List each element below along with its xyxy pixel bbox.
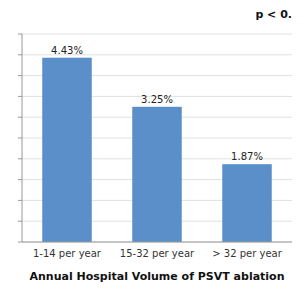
data-label: 3.25%: [141, 94, 173, 105]
y-tick: [18, 117, 22, 118]
y-tick: [18, 138, 22, 139]
y-tick: [18, 242, 22, 243]
x-tick-label: 1-14 per year: [33, 248, 102, 259]
grid: [18, 34, 292, 242]
x-tick-label: 15-32 per year: [120, 248, 195, 259]
y-tick: [18, 96, 22, 97]
bars: [42, 58, 272, 242]
x-axis: [22, 242, 292, 243]
chart-container: 4.43% 3.25% 1.87% 1-14 per year 15-32 per ye…: [0, 0, 304, 304]
y-tick: [18, 200, 22, 201]
y-tick: [18, 221, 22, 222]
grid-line: [22, 34, 292, 35]
x-axis-label: Annual Hospital Volume of PSVT ablation: [30, 270, 285, 283]
data-label: 4.43%: [51, 45, 83, 56]
y-tick: [18, 54, 22, 55]
bar: [222, 164, 272, 242]
y-tick: [18, 75, 22, 76]
grid-line: [22, 242, 292, 243]
chart: 4.43% 3.25% 1.87% 1-14 per year 15-32 per ye…: [0, 0, 304, 304]
data-label: 1.87%: [231, 151, 263, 162]
y-tick: [18, 158, 22, 159]
y-axis: [22, 34, 23, 242]
y-tick: [18, 179, 22, 180]
x-tick-label: > 32 per year: [212, 248, 282, 259]
bar: [42, 58, 92, 242]
y-tick: [18, 34, 22, 35]
annotation: p < 0.: [255, 8, 292, 21]
bar: [132, 107, 182, 242]
